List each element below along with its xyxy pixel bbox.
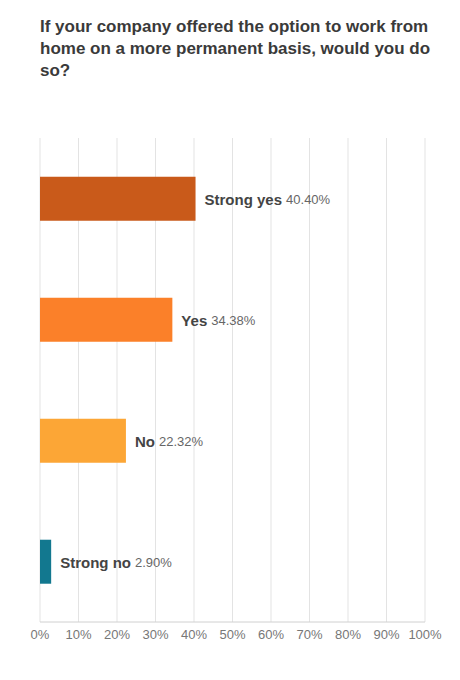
svg-text:Strong yes40.40%: Strong yes40.40% <box>205 190 331 207</box>
svg-text:70%: 70% <box>296 627 322 642</box>
svg-text:100%: 100% <box>408 627 442 642</box>
svg-text:No22.32%: No22.32% <box>135 432 204 449</box>
svg-text:90%: 90% <box>373 627 399 642</box>
svg-text:10%: 10% <box>65 627 91 642</box>
svg-text:0%: 0% <box>31 627 50 642</box>
svg-text:30%: 30% <box>142 627 168 642</box>
svg-text:40%: 40% <box>181 627 207 642</box>
svg-text:60%: 60% <box>258 627 284 642</box>
svg-text:80%: 80% <box>335 627 361 642</box>
svg-text:50%: 50% <box>219 627 245 642</box>
svg-text:Strong no2.90%: Strong no2.90% <box>60 553 172 570</box>
svg-text:Yes34.38%: Yes34.38% <box>181 311 255 328</box>
html-text:If your company offered the op: If your company offered the option to wo… <box>40 17 431 80</box>
svg-text:20%: 20% <box>104 627 130 642</box>
